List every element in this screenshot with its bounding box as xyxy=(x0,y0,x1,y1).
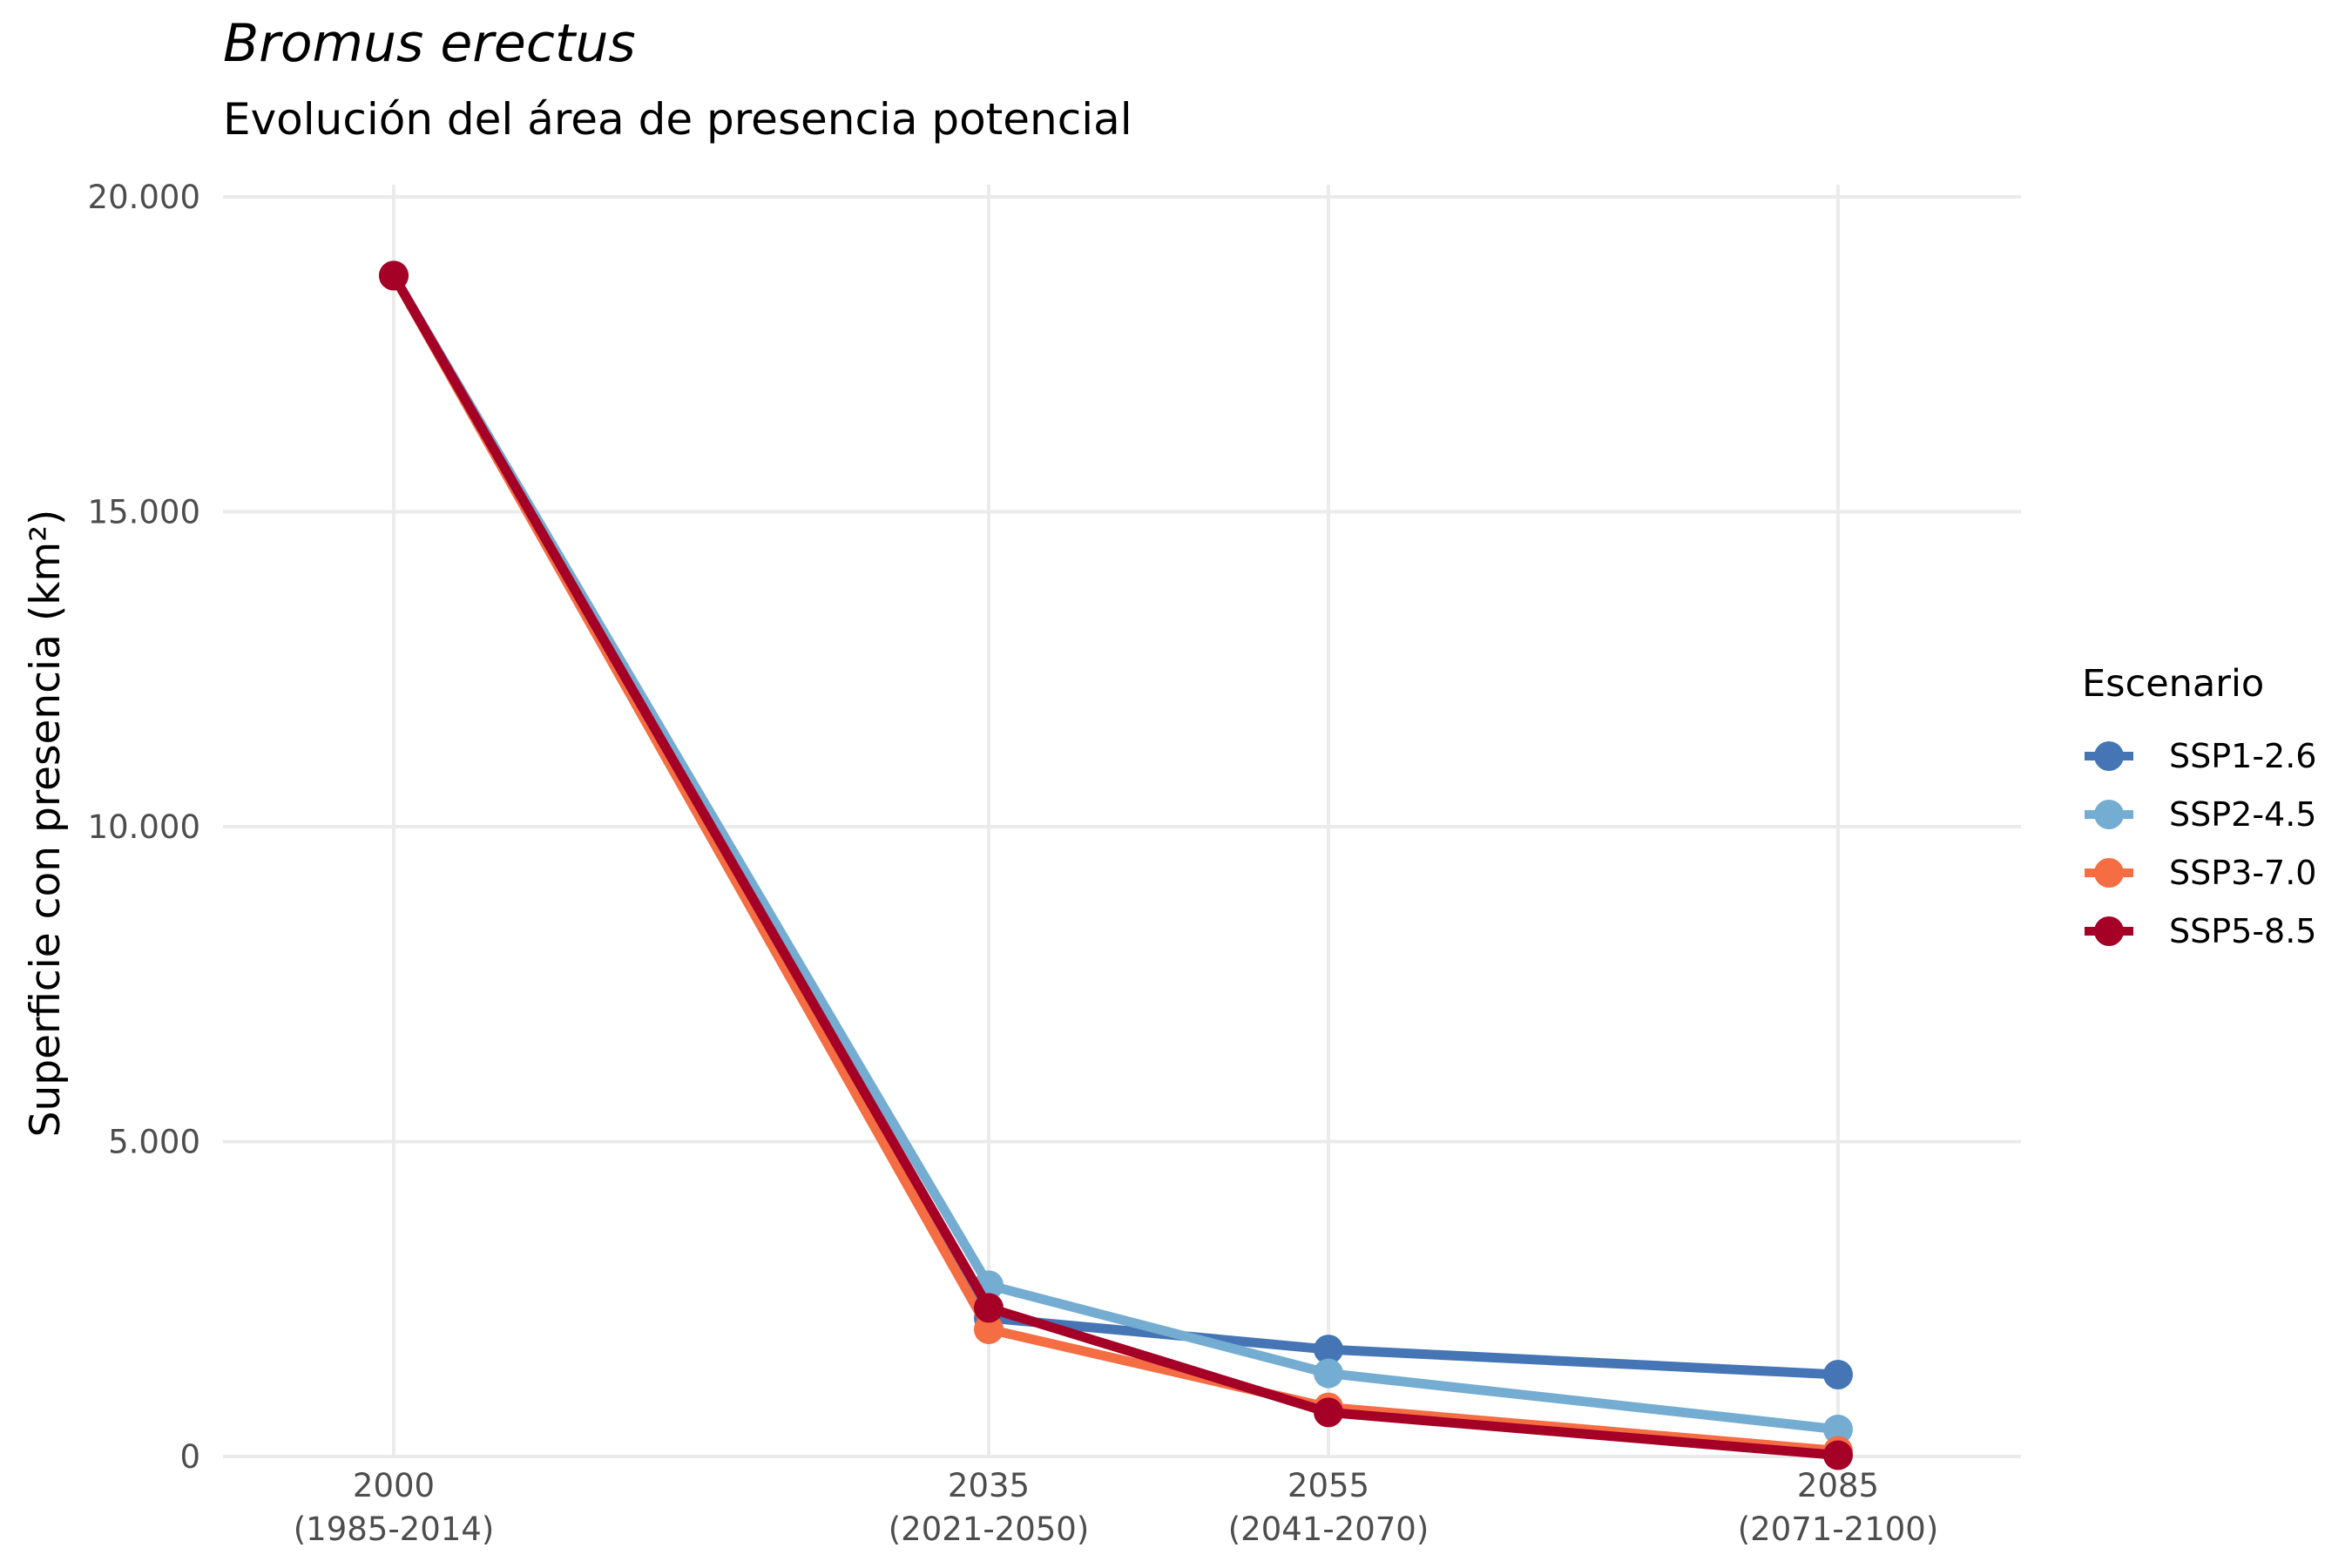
data-point xyxy=(1823,1440,1853,1470)
x-tick-label: 2000 xyxy=(353,1467,435,1504)
data-point xyxy=(1823,1414,1853,1444)
x-tick-label: (2041-2070) xyxy=(1228,1511,1429,1548)
series-line xyxy=(389,270,1843,1461)
y-tick-label: 0 xyxy=(179,1438,200,1476)
legend-label: SSP5-8.5 xyxy=(2169,912,2316,950)
data-point xyxy=(1314,1358,1343,1389)
y-axis: 0 5.000 10.000 15.000 20.000 xyxy=(88,179,200,1476)
legend-key-point xyxy=(2094,916,2124,946)
data-point xyxy=(1314,1335,1343,1365)
legend-label: SSP2-4.5 xyxy=(2169,795,2316,834)
legend: Escenario SSP1-2.6 SSP2-4.5 SSP3-7.0 SSP5-8… xyxy=(2082,662,2316,950)
x-tick-label: 2035 xyxy=(948,1467,1030,1504)
x-tick-label: (1985-2014) xyxy=(294,1511,495,1548)
x-tick-label: (2021-2050) xyxy=(889,1511,1090,1548)
data-point xyxy=(1823,1360,1853,1390)
x-tick-label: (2071-2100) xyxy=(1738,1511,1939,1548)
x-axis: 2000 (1985-2014) 2035 (2021-2050) 2055 (2041-… xyxy=(294,1467,1939,1548)
data-point xyxy=(379,260,409,291)
series-line xyxy=(389,270,1843,1435)
y-tick-label: 20.000 xyxy=(88,179,200,216)
legend-title: Escenario xyxy=(2082,662,2264,706)
x-tick-label: 2055 xyxy=(1288,1467,1369,1504)
legend-label: SSP3-7.0 xyxy=(2169,854,2316,892)
data-point xyxy=(974,1314,1004,1344)
series-line xyxy=(389,270,1843,1456)
data-point xyxy=(1314,1397,1343,1428)
chart-title: Bromus erectus xyxy=(223,13,636,74)
legend-key-point xyxy=(2094,741,2124,771)
y-axis-title: Superficie con presencia (km²) xyxy=(22,510,70,1138)
legend-label: SSP1-2.6 xyxy=(2169,737,2316,775)
data-point xyxy=(974,1293,1004,1323)
chart-subtitle: Evolución del área de presencia potencia… xyxy=(223,94,1132,145)
y-tick-label: 15.000 xyxy=(88,494,200,531)
grid xyxy=(223,185,2021,1458)
x-tick-label: 2085 xyxy=(1797,1467,1879,1504)
legend-key-point xyxy=(2094,800,2124,829)
y-tick-label: 5.000 xyxy=(108,1124,200,1161)
legend-key-point xyxy=(2094,858,2124,888)
series-layer xyxy=(379,260,1853,1470)
y-tick-label: 10.000 xyxy=(88,808,200,846)
